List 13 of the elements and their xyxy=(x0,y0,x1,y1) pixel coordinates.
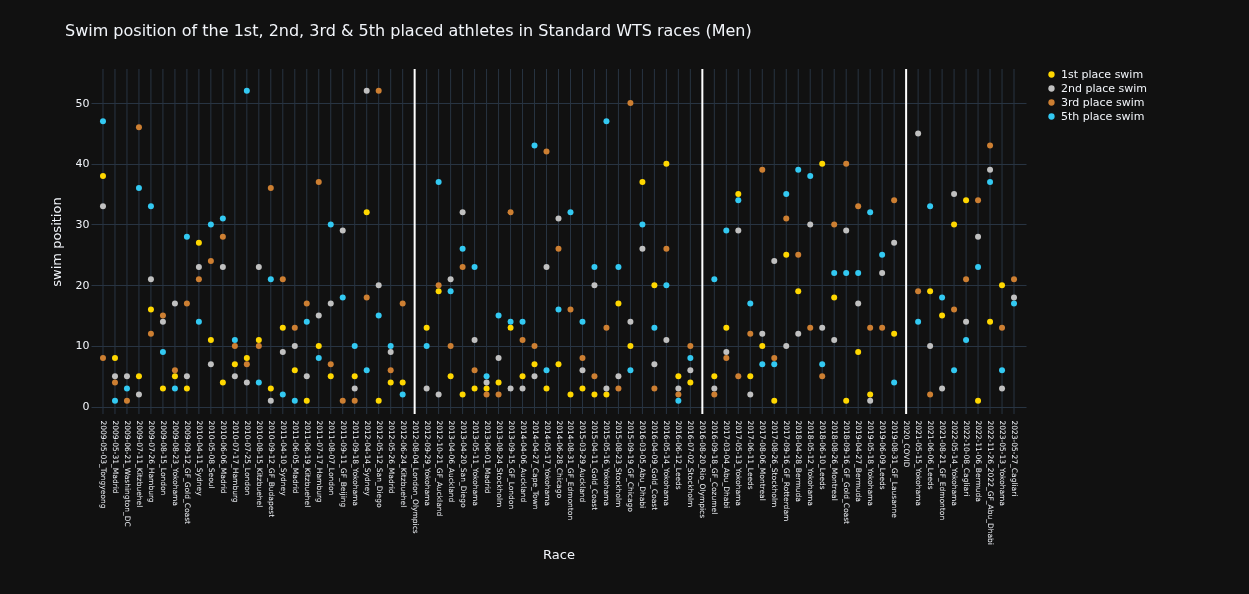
y-axis-title: swim position xyxy=(48,197,64,287)
y-tick-label: 10 xyxy=(75,339,90,353)
chart-title: Swim position of the 1st, 2nd, 3rd & 5th placed athletes in Standard WTS races (Men) xyxy=(65,20,752,40)
y-tick-label: 40 xyxy=(75,157,90,171)
y-tick-label: 50 xyxy=(75,96,90,110)
x-axis-title: Race xyxy=(543,546,575,562)
y-tick-label: 0 xyxy=(82,400,90,414)
legend-label: 5th place swim xyxy=(1061,109,1145,123)
y-tick-label: 20 xyxy=(75,278,90,292)
y-tick-label: 30 xyxy=(75,217,90,231)
legend-label: 2nd place swim xyxy=(1061,81,1148,95)
legend-label: 1st place swim xyxy=(1061,67,1144,81)
legend-label: 3rd place swim xyxy=(1061,95,1145,109)
